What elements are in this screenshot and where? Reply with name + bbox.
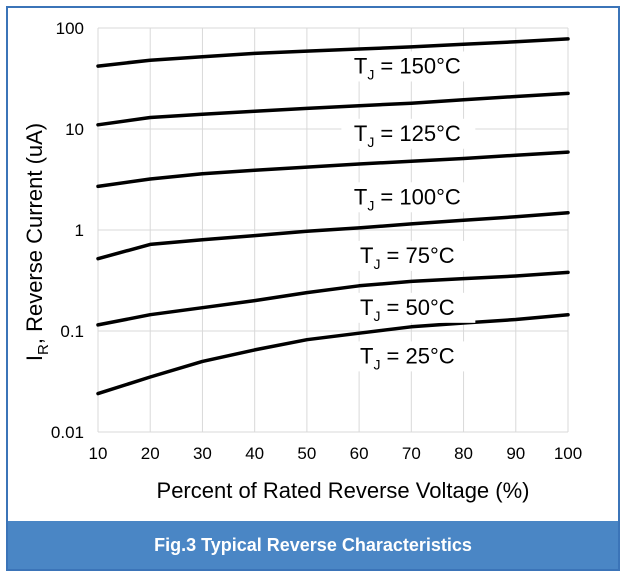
x-tick-label: 10 (89, 444, 108, 463)
reverse-characteristics-chart: 10 20 30 40 50 60 70 80 90 100 0.01 0.1 1 10 100 Percen… (22, 19, 582, 503)
series-line-4 (96, 270, 570, 327)
series-label-5: TJ = 25°C (360, 343, 455, 372)
x-tick-label: 80 (454, 444, 473, 463)
x-tick-label: 60 (350, 444, 369, 463)
series-label-bg (341, 51, 476, 82)
x-tick-label: 20 (141, 444, 160, 463)
series-line-0 (96, 37, 570, 68)
series-label-bg (341, 182, 476, 213)
y-tick-label: 1 (75, 221, 84, 240)
series-line-2 (96, 150, 570, 189)
x-tick-label: 70 (402, 444, 421, 463)
y-tick-label: 0.1 (60, 322, 84, 341)
x-axis-label: Percent of Rated Reverse Voltage (%) (157, 478, 530, 503)
x-tick-label: 100 (554, 444, 582, 463)
series-label-bg (341, 292, 476, 323)
y-tick-label: 10 (65, 120, 84, 139)
y-tick-label: 100 (56, 19, 84, 38)
x-tick-label: 40 (245, 444, 264, 463)
y-axis-label: IR, Reverse Current (uA) (22, 123, 52, 361)
series-line-1 (96, 91, 570, 127)
series-label-2: TJ = 100°C (354, 184, 461, 213)
series-label-bg (341, 240, 476, 271)
figure-frame: 10 20 30 40 50 60 70 80 90 100 0.01 0.1 1 10 100 Percen… (6, 6, 620, 571)
series-line-3 (96, 211, 570, 261)
y-tick-label: 0.01 (51, 423, 84, 442)
series-line-5 (96, 312, 570, 396)
series-label-0: TJ = 150°C (354, 53, 461, 82)
series-label-bg (341, 341, 476, 372)
series-label-4: TJ = 50°C (360, 295, 455, 324)
x-tick-label: 30 (193, 444, 212, 463)
figure-caption: Fig.3 Typical Reverse Characteristics (8, 521, 618, 569)
series-label-3: TJ = 75°C (360, 243, 455, 272)
x-tick-label: 90 (506, 444, 525, 463)
series-label-bg (341, 118, 476, 149)
series-label-1: TJ = 125°C (354, 121, 461, 150)
x-tick-label: 50 (297, 444, 316, 463)
